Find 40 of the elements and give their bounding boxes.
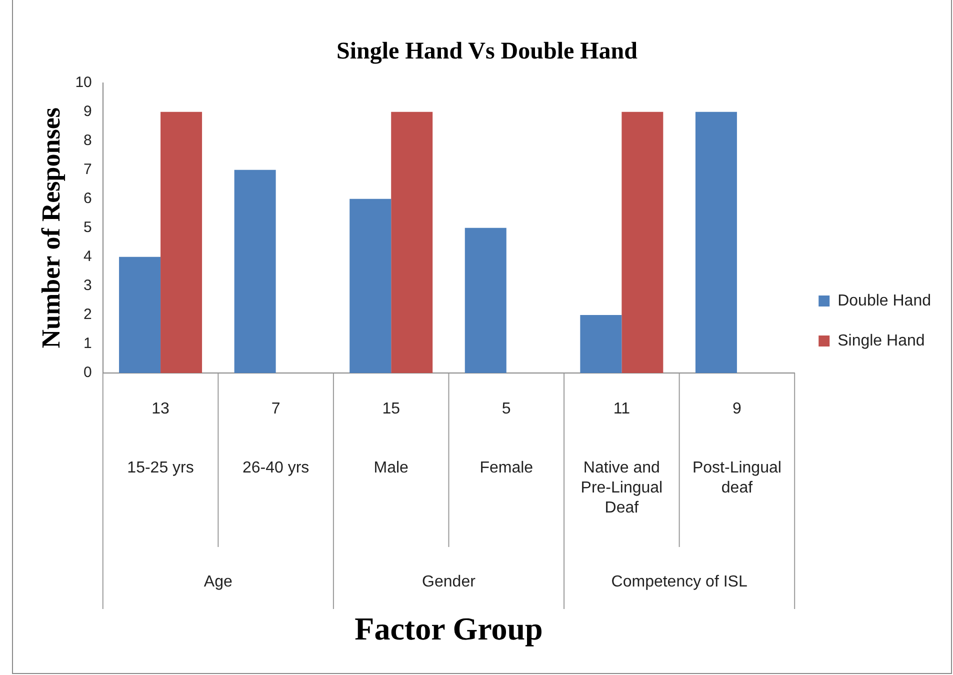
- bar: [695, 112, 737, 373]
- bar: [622, 112, 664, 373]
- text: 5: [502, 400, 511, 418]
- bar: [119, 256, 161, 373]
- text: 7: [271, 400, 280, 418]
- bar: [160, 112, 202, 373]
- bar: [464, 228, 506, 373]
- y-tick-label: 4: [84, 248, 92, 266]
- y-tick-label: 9: [84, 102, 92, 120]
- x-tick-label: Male: [374, 459, 409, 476]
- y-tick-label: 10: [75, 74, 92, 91]
- y-tick-label: 8: [84, 132, 92, 149]
- bar: [234, 170, 276, 373]
- x-axis-title: Factor Group: [354, 610, 543, 646]
- x-tick-label: 15-25 yrs: [127, 459, 194, 476]
- y-tick-label: 3: [84, 277, 92, 294]
- legend-label: Double Hand: [838, 292, 932, 310]
- text: 15: [382, 400, 400, 418]
- y-tick-label: 2: [84, 306, 92, 324]
- y-tick-label: 0: [84, 364, 92, 382]
- y-tick-label: 6: [84, 190, 92, 208]
- x-tick-label: Female: [480, 459, 534, 476]
- text: Competency of ISL: [611, 573, 748, 590]
- chart-title: Single Hand Vs Double Hand: [336, 38, 638, 65]
- y-tick-label: 7: [84, 161, 92, 178]
- text: 11: [613, 400, 630, 418]
- legend-label: Single Hand: [838, 332, 925, 350]
- y-tick-label: 5: [84, 219, 92, 236]
- bar: [350, 198, 392, 373]
- text: 13: [152, 400, 170, 418]
- text: 9: [732, 400, 742, 418]
- x-tick-label: Post-Lingual deaf: [692, 459, 782, 496]
- bar: [391, 112, 433, 373]
- text: Age: [204, 573, 233, 590]
- text: Gender: [422, 573, 476, 590]
- x-tick-label: 26-40 yrs: [242, 459, 310, 476]
- x-tick-label: Native and Pre-Lingual Deaf: [580, 459, 663, 516]
- y-axis-title: Number of Responses: [36, 108, 66, 348]
- y-tick-label: 1: [84, 335, 92, 352]
- bar: [580, 314, 622, 373]
